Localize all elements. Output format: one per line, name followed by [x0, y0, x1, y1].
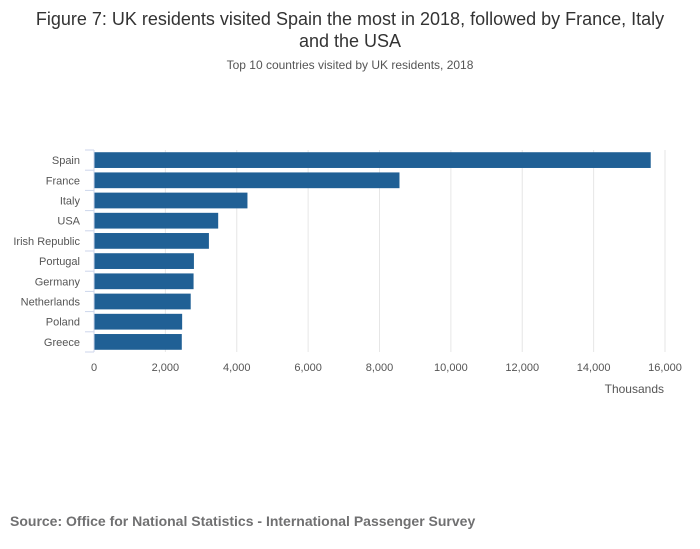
category-label: Germany — [35, 276, 81, 288]
x-tick-label: 12,000 — [505, 362, 539, 374]
category-label: USA — [57, 216, 80, 228]
x-tick-label: 4,000 — [223, 362, 251, 374]
category-label: Poland — [46, 317, 80, 329]
x-tick-label: 0 — [91, 362, 97, 374]
bar-usa[interactable] — [94, 212, 219, 229]
bar-poland[interactable] — [94, 313, 183, 330]
bar-italy[interactable] — [94, 192, 248, 209]
x-tick-label: 6,000 — [294, 362, 322, 374]
category-label: Netherlands — [21, 297, 81, 309]
category-label: Spain — [52, 155, 80, 167]
bar-netherlands[interactable] — [94, 293, 191, 310]
bar-greece[interactable] — [94, 334, 182, 350]
category-label: France — [46, 175, 80, 187]
x-tick-label: 2,000 — [152, 362, 180, 374]
source-note: Source: Office for National Statistics -… — [10, 513, 476, 529]
category-label: Greece — [44, 337, 80, 349]
bar-germany[interactable] — [94, 273, 194, 290]
bar-portugal[interactable] — [94, 253, 194, 269]
x-axis-tick-labels: 0 2,000 4,000 6,000 8,000 10,000 12,000 14,000 1… — [91, 362, 682, 374]
category-label: Irish Republic — [13, 236, 80, 248]
x-tick-label: 14,000 — [577, 362, 611, 374]
x-tick-label: 8,000 — [366, 362, 394, 374]
category-label: Italy — [60, 196, 81, 208]
category-labels: Spain France Italy USA Irish Republic Portuga… — [13, 155, 80, 349]
x-axis-title: Thousands — [605, 382, 664, 396]
chart-subtitle: Top 10 countries visited by UK residents… — [226, 58, 474, 72]
bars — [94, 152, 651, 350]
x-tick-label: 16,000 — [648, 362, 682, 374]
x-tick-label: 10,000 — [434, 362, 468, 374]
bar-irish-republic[interactable] — [94, 233, 209, 249]
bar-france[interactable] — [94, 172, 400, 189]
bar-spain[interactable] — [94, 152, 651, 168]
y-axis — [85, 149, 95, 353]
category-label: Portugal — [39, 256, 80, 268]
chart-title: Figure 7: UK residents visited Spain the… — [35, 9, 665, 51]
